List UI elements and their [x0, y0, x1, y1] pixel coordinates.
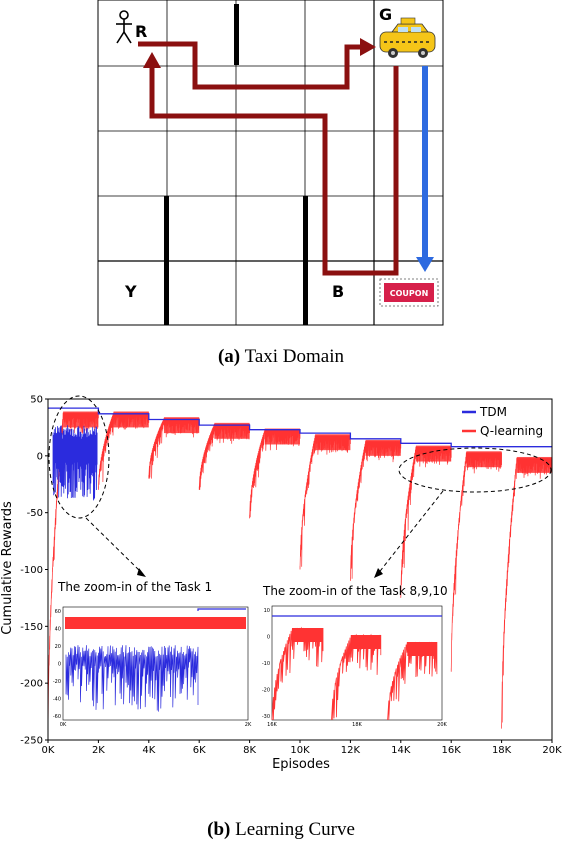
annotation-task8-10: The zoom-in of the Task 8,9,10 — [262, 584, 448, 598]
inset-task1: 60 40 20 0 -20 -40 -60 0K 2K — [53, 606, 252, 728]
inset1-tdm-line — [197, 608, 246, 611]
coupon-label: COUPON — [390, 289, 429, 298]
inset-y-tick: -40 — [53, 697, 61, 703]
wall — [303, 196, 308, 325]
y-tick-label: 0 — [37, 451, 43, 462]
y-tick-label: -150 — [20, 622, 43, 633]
tdm-line — [48, 407, 552, 448]
x-axis-label: Episodes — [272, 757, 330, 772]
y-axis-label: Cumulative Rewards — [0, 501, 15, 635]
inset-y-tick: -60 — [53, 714, 61, 720]
inset-x-tick: 2K — [245, 722, 252, 728]
inset-y-tick: 20 — [55, 644, 61, 650]
x-tick-label: 12K — [341, 745, 361, 756]
y-tick-label: 50 — [30, 395, 43, 406]
q-learning-band-2 — [113, 411, 149, 428]
q-learning-band-5 — [264, 428, 300, 445]
q-learning-task-6 — [299, 435, 351, 570]
inset2-q-band-10 — [407, 642, 437, 656]
q-learning-task-9 — [450, 452, 502, 672]
x-tick-label: 6K — [193, 745, 206, 756]
inset-y-tick: 0 — [58, 662, 61, 668]
caption-b: (b) Learning Curve — [207, 819, 355, 840]
q-learning-band-6 — [315, 434, 351, 451]
location-y: Y — [124, 282, 137, 301]
inset-y-tick: -10 — [262, 661, 270, 667]
inset-x-tick: 20K — [437, 722, 447, 728]
inset2-q-band-8 — [292, 628, 323, 642]
x-tick-label: 8K — [243, 745, 256, 756]
location-r: R — [135, 22, 147, 41]
inset-x-tick: 16K — [267, 722, 277, 728]
zoom-annotations — [48, 395, 552, 576]
x-tick-label: 2K — [92, 745, 105, 756]
location-b: B — [332, 282, 344, 301]
y-tick-label: -200 — [20, 679, 43, 690]
q-learning-series — [47, 411, 553, 735]
x-tick-label: 0K — [42, 745, 55, 756]
learning-curve-chart: 0K 2K 4K 6K 8K 10K 12K 14K 16K 18K 20K500-50-100-1… — [20, 395, 562, 757]
inset-y-tick: -30 — [262, 714, 270, 720]
q-learning-band-9 — [466, 451, 502, 468]
wall — [234, 4, 239, 65]
tdm-series — [48, 407, 552, 501]
y-tick-label: -100 — [20, 565, 43, 576]
taxi-route — [138, 38, 399, 276]
inset-task8-10: 10 0 -10 -20 -30 16K 18K 20K — [262, 605, 448, 728]
inset-x-tick: 0K — [60, 722, 67, 728]
x-tick-label: 10K — [290, 745, 310, 756]
y-tick-label: -50 — [27, 508, 43, 519]
inset1-tdm-noise — [65, 645, 199, 712]
inset1-q-band — [65, 617, 246, 629]
y-tick-label: -250 — [20, 736, 43, 747]
legend-q-label: Q-learning — [480, 424, 543, 438]
location-g: G — [379, 5, 392, 24]
inset2-q-band-9 — [351, 635, 381, 649]
coupon-icon: COUPON — [379, 278, 439, 307]
q-learning-band-10 — [516, 456, 552, 473]
caption-a: (a) Taxi Domain — [218, 346, 345, 367]
q-learning-band-8 — [415, 445, 452, 462]
axis-ticks: 0K 2K 4K 6K 8K 10K 12K 14K 16K 18K 20K500-50-100-1… — [20, 395, 562, 757]
grid-border — [97, 0, 444, 326]
legend: TDM Q-learning — [462, 405, 543, 438]
legend-tdm-label: TDM — [479, 405, 507, 419]
q-learning-band-3 — [163, 417, 200, 434]
inset-y-tick: 10 — [264, 608, 270, 614]
q-learning-task-8 — [400, 446, 452, 598]
q-learning-band-7 — [365, 439, 401, 456]
passenger-icon — [116, 10, 132, 44]
x-tick-label: 16K — [442, 745, 462, 756]
inset-x-tick: 18K — [352, 722, 362, 728]
x-tick-label: 4K — [142, 745, 155, 756]
inset-y-tick: 60 — [55, 609, 61, 615]
coupon-route — [416, 66, 434, 272]
inset-y-tick: -20 — [53, 679, 61, 685]
x-tick-label: 20K — [542, 745, 562, 756]
x-tick-label: 14K — [391, 745, 411, 756]
q-learning-task-10 — [501, 458, 553, 729]
inset-y-tick: 40 — [55, 627, 61, 633]
inset-y-tick: -20 — [262, 688, 270, 694]
annotation-task1: The zoom-in of the Task 1 — [57, 580, 212, 594]
q-learning-task-7 — [350, 441, 402, 581]
wall — [164, 196, 169, 325]
q-learning-band-1 — [63, 411, 99, 428]
inset-y-tick: 0 — [267, 635, 270, 641]
tdm-task1-noise — [52, 425, 98, 501]
q-learning-band-4 — [214, 422, 250, 439]
taxi-icon — [379, 17, 436, 58]
x-tick-label: 18K — [492, 745, 512, 756]
